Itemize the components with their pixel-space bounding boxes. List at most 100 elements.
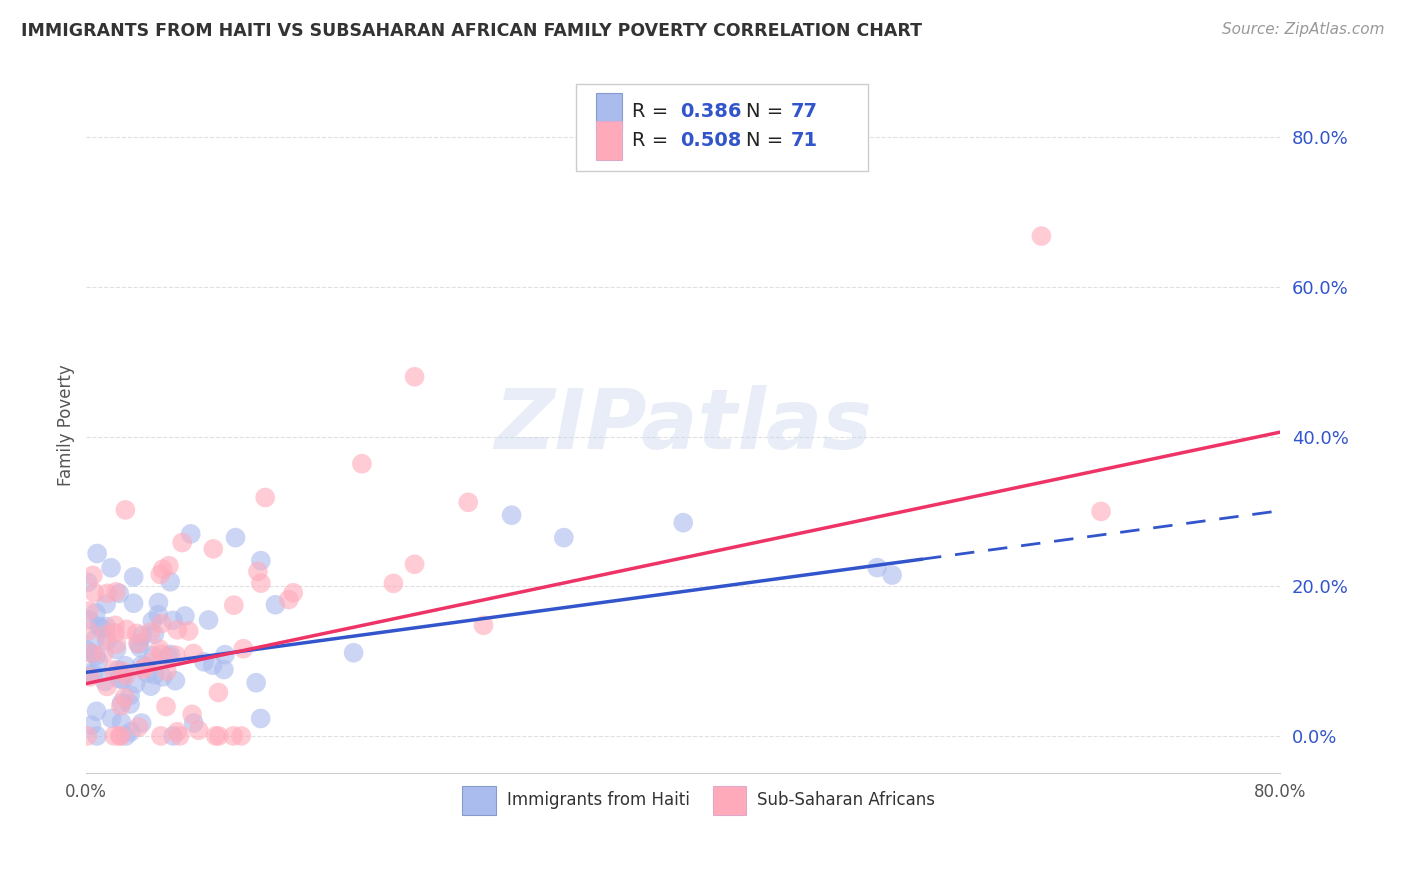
Point xyxy=(187,723,209,738)
Point xyxy=(166,623,188,637)
Point xyxy=(250,576,273,591)
Point xyxy=(204,729,226,743)
Point xyxy=(122,596,145,610)
Point xyxy=(212,663,235,677)
Point xyxy=(125,626,148,640)
Point xyxy=(232,641,254,656)
Point xyxy=(114,503,136,517)
Point xyxy=(156,664,179,678)
Point xyxy=(882,568,904,582)
Point xyxy=(77,604,100,618)
Point xyxy=(108,586,131,600)
Point xyxy=(111,673,134,687)
Text: Sub-Saharan Africans: Sub-Saharan Africans xyxy=(758,791,935,809)
Point xyxy=(264,598,287,612)
Point xyxy=(553,531,575,545)
Point xyxy=(250,554,273,568)
Text: N =: N = xyxy=(747,103,790,121)
Point xyxy=(96,680,118,694)
Point xyxy=(136,666,159,681)
Y-axis label: Family Poverty: Family Poverty xyxy=(58,365,75,486)
Point xyxy=(94,628,117,642)
Bar xyxy=(596,121,623,160)
Point xyxy=(86,704,108,718)
Point xyxy=(131,658,153,673)
Point xyxy=(108,729,131,743)
Point xyxy=(87,654,110,668)
Point xyxy=(141,614,163,628)
Point xyxy=(201,658,224,673)
Point xyxy=(457,495,479,509)
Point xyxy=(181,707,204,722)
Bar xyxy=(713,786,747,815)
Point xyxy=(103,663,125,677)
Point xyxy=(155,699,177,714)
Point xyxy=(277,592,299,607)
Point xyxy=(246,565,269,579)
Point xyxy=(404,369,426,384)
Point xyxy=(159,648,181,662)
Point xyxy=(76,666,98,681)
Point xyxy=(152,670,174,684)
Point xyxy=(82,647,104,661)
Point xyxy=(124,677,146,691)
Point xyxy=(166,724,188,739)
Point xyxy=(110,698,132,713)
Point xyxy=(105,585,128,599)
Point xyxy=(149,729,172,743)
Text: 0.386: 0.386 xyxy=(679,103,741,121)
Point xyxy=(107,663,129,677)
Point xyxy=(90,622,112,636)
Point xyxy=(114,669,136,683)
Point xyxy=(143,627,166,641)
Point xyxy=(501,508,523,523)
Point xyxy=(80,646,103,660)
Point xyxy=(157,558,180,573)
Point xyxy=(1031,229,1053,244)
Point xyxy=(159,574,181,589)
Text: 0.508: 0.508 xyxy=(679,131,741,150)
Point xyxy=(222,598,245,612)
Point xyxy=(115,729,138,743)
Text: N =: N = xyxy=(747,131,790,150)
Point xyxy=(84,606,107,620)
Point xyxy=(231,729,253,743)
Point xyxy=(183,715,205,730)
Point xyxy=(129,640,152,655)
Point xyxy=(76,642,98,657)
Point xyxy=(131,629,153,643)
Point xyxy=(114,658,136,673)
Point xyxy=(77,613,100,627)
Point xyxy=(156,649,179,664)
Text: IMMIGRANTS FROM HAITI VS SUBSAHARAN AFRICAN FAMILY POVERTY CORRELATION CHART: IMMIGRANTS FROM HAITI VS SUBSAHARAN AFRI… xyxy=(21,22,922,40)
Point xyxy=(110,715,132,730)
Point xyxy=(177,624,200,638)
Point xyxy=(134,660,156,674)
Text: R =: R = xyxy=(631,103,675,121)
Point xyxy=(1090,504,1112,518)
Point xyxy=(245,675,267,690)
Point xyxy=(86,547,108,561)
Point xyxy=(148,642,170,657)
Point xyxy=(165,673,187,688)
Point xyxy=(82,666,104,681)
Point xyxy=(254,491,277,505)
Point xyxy=(93,646,115,660)
Point xyxy=(142,655,165,669)
Point xyxy=(283,586,305,600)
Point xyxy=(84,648,107,663)
Point xyxy=(150,616,173,631)
Point xyxy=(96,633,118,648)
Point xyxy=(472,618,495,632)
Bar xyxy=(463,786,496,815)
Point xyxy=(105,642,128,657)
Point xyxy=(193,655,215,669)
Point xyxy=(77,624,100,638)
Point xyxy=(172,535,194,549)
Point xyxy=(127,636,149,650)
Point xyxy=(143,667,166,681)
Point xyxy=(120,688,142,702)
Point xyxy=(222,729,245,743)
Point xyxy=(183,647,205,661)
Point xyxy=(89,619,111,633)
